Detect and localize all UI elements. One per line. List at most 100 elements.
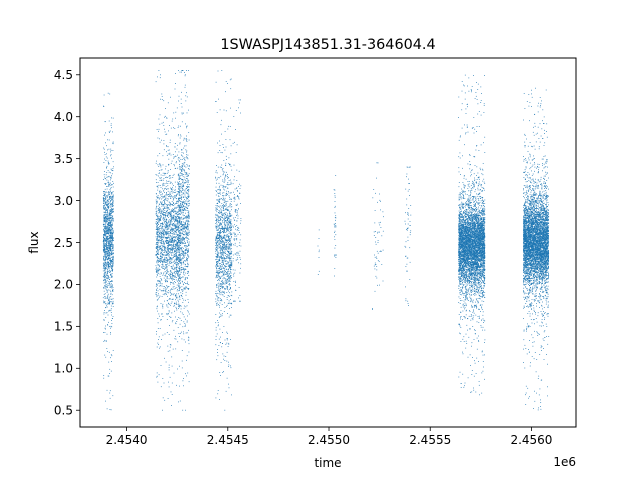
data-point: [108, 218, 110, 219]
data-point: [182, 251, 184, 253]
data-point: [186, 139, 187, 141]
data-point: [166, 225, 167, 227]
data-point: [104, 230, 105, 231]
data-point: [179, 191, 181, 193]
data-point: [186, 126, 188, 127]
data-point: [159, 172, 160, 174]
data-point: [107, 269, 108, 270]
data-point: [186, 237, 188, 239]
data-point: [230, 238, 232, 240]
data-point: [110, 203, 111, 205]
data-point: [184, 202, 186, 204]
data-point: [182, 234, 184, 235]
data-point: [157, 381, 159, 383]
data-point: [159, 225, 161, 227]
data-point: [168, 240, 169, 242]
data-point: [177, 257, 179, 259]
data-point: [105, 203, 106, 205]
data-point: [105, 220, 107, 222]
data-point: [110, 287, 112, 288]
data-point: [170, 230, 171, 231]
data-point: [105, 249, 107, 251]
data-point: [102, 270, 104, 272]
data-point: [174, 239, 176, 240]
data-point: [225, 240, 227, 241]
data-point: [164, 195, 166, 197]
data-point: [218, 98, 219, 100]
data-point: [156, 229, 158, 230]
data-point: [156, 196, 158, 197]
data-point: [218, 234, 220, 236]
data-point: [166, 257, 168, 258]
data-point: [218, 289, 220, 290]
data-point: [171, 299, 173, 300]
data-point: [161, 243, 163, 245]
data-point: [166, 225, 168, 227]
data-point: [164, 247, 166, 248]
data-point: [104, 260, 106, 262]
data-point: [112, 227, 113, 229]
data-point: [217, 255, 218, 257]
data-point: [178, 278, 179, 280]
data-point: [111, 266, 112, 268]
data-point: [176, 266, 178, 268]
data-point: [160, 258, 162, 260]
data-point: [219, 256, 220, 258]
data-point: [159, 234, 161, 235]
data-point: [174, 224, 176, 225]
data-point: [110, 229, 112, 231]
data-point: [167, 242, 169, 244]
data-point: [166, 261, 168, 262]
data-point: [178, 242, 180, 243]
data-point: [174, 189, 176, 191]
data-point: [107, 227, 109, 229]
data-point: [105, 254, 106, 255]
data-point: [107, 258, 109, 260]
data-point: [174, 230, 176, 232]
data-point: [223, 188, 225, 190]
data-point: [230, 294, 232, 296]
data-point: [187, 251, 189, 253]
data-point: [219, 272, 221, 274]
data-point: [179, 299, 181, 300]
data-point: [187, 181, 189, 183]
data-point: [112, 246, 114, 247]
data-point: [108, 263, 110, 265]
data-point: [230, 145, 232, 147]
data-point: [219, 232, 221, 234]
data-point: [173, 223, 174, 224]
data-point: [156, 296, 158, 298]
data-point: [108, 226, 110, 228]
data-point: [110, 296, 112, 297]
data-point: [111, 196, 113, 197]
data-point: [229, 214, 231, 216]
data-point: [182, 252, 184, 254]
data-point: [186, 320, 188, 322]
data-point: [163, 382, 165, 384]
data-point: [112, 247, 114, 249]
data-point: [107, 204, 109, 206]
data-point: [229, 284, 231, 286]
data-point: [103, 244, 105, 246]
data-point: [185, 192, 187, 194]
data-point: [171, 229, 173, 231]
data-point: [102, 196, 104, 198]
data-point: [171, 277, 173, 279]
data-point: [173, 245, 174, 247]
data-point: [181, 246, 183, 248]
data-point: [182, 231, 183, 233]
data-point: [160, 283, 162, 285]
data-point: [111, 301, 113, 303]
data-point: [186, 355, 188, 357]
data-point: [177, 223, 178, 225]
data-point: [230, 302, 231, 304]
data-point: [155, 229, 157, 230]
data-point: [225, 139, 227, 140]
data-point: [175, 255, 176, 257]
data-point: [167, 271, 169, 273]
data-point: [159, 219, 161, 221]
data-point: [161, 296, 163, 297]
data-point: [176, 247, 178, 248]
data-point: [160, 262, 161, 263]
data-point: [109, 201, 111, 203]
